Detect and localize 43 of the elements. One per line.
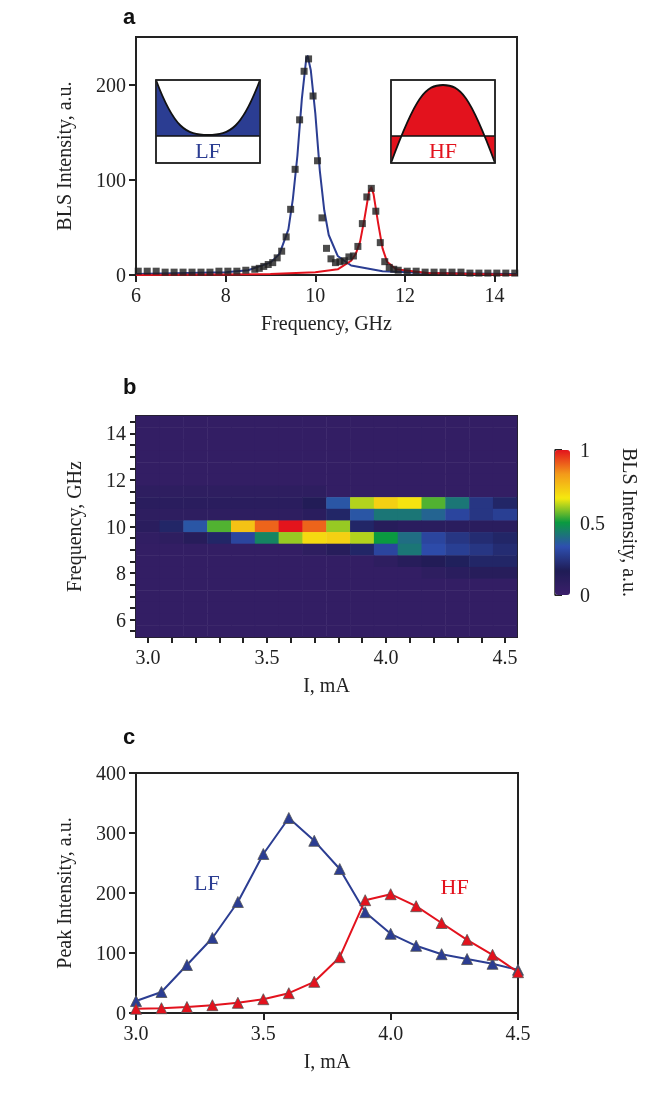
- series-label: LF: [193, 869, 220, 895]
- x-tick-label: 4.5: [505, 1022, 531, 1044]
- y-tick-label: 200: [96, 882, 126, 904]
- color-bar-title: BLS Intensity, a.u.: [618, 447, 641, 598]
- x-tick-label: 4.0: [373, 646, 399, 668]
- y-tick-label: 0: [116, 1002, 126, 1024]
- y-tick-label: 12: [106, 468, 126, 491]
- y-tick-label: 14: [106, 422, 126, 445]
- x-tick-label: 3.0: [123, 1022, 149, 1044]
- annotation: LF: [194, 137, 222, 164]
- x-tick-label: 14: [484, 284, 505, 306]
- chart-title: a: [123, 3, 136, 29]
- x-tick-label: 8: [220, 284, 231, 306]
- color-bar-label: 1: [580, 439, 590, 461]
- y-tick-label: 100: [96, 168, 126, 191]
- y-tick-label: 10: [106, 515, 126, 538]
- y-axis-title: Frequency, GHz: [63, 460, 86, 592]
- annotation: HF: [427, 137, 459, 164]
- x-tick-label: 6: [131, 284, 141, 306]
- y-tick-label: 400: [96, 762, 126, 784]
- x-axis-title: I, mA: [303, 1050, 351, 1072]
- series-label: HF: [440, 873, 469, 899]
- chart-title: b: [123, 373, 137, 399]
- y-tick-label: 200: [96, 73, 126, 96]
- y-tick-label: 0: [116, 264, 126, 286]
- y-axis-title: BLS Intensity, a.u.: [53, 81, 76, 231]
- x-tick-label: 4.0: [378, 1022, 404, 1044]
- y-tick-label: 6: [116, 608, 126, 631]
- x-axis-title: Frequency, GHz: [261, 312, 393, 335]
- y-tick-label: 300: [96, 822, 126, 844]
- x-tick-label: 3.5: [250, 1022, 276, 1044]
- chart-title: c: [123, 723, 136, 749]
- x-axis-title: I, mA: [303, 674, 351, 696]
- y-tick-label: 8: [116, 562, 126, 585]
- y-tick-label: 100: [96, 942, 126, 964]
- y-axis-title: Peak Intensity, a.u.: [53, 817, 76, 969]
- x-tick-label: 10: [305, 284, 326, 306]
- x-tick-label: 3.5: [254, 646, 280, 668]
- x-tick-label: 12: [394, 284, 415, 306]
- x-tick-label: 3.0: [135, 646, 161, 668]
- color-bar-label: 0: [580, 584, 590, 606]
- x-tick-label: 4.5: [492, 646, 518, 668]
- color-bar-label: 0.5: [580, 511, 605, 534]
